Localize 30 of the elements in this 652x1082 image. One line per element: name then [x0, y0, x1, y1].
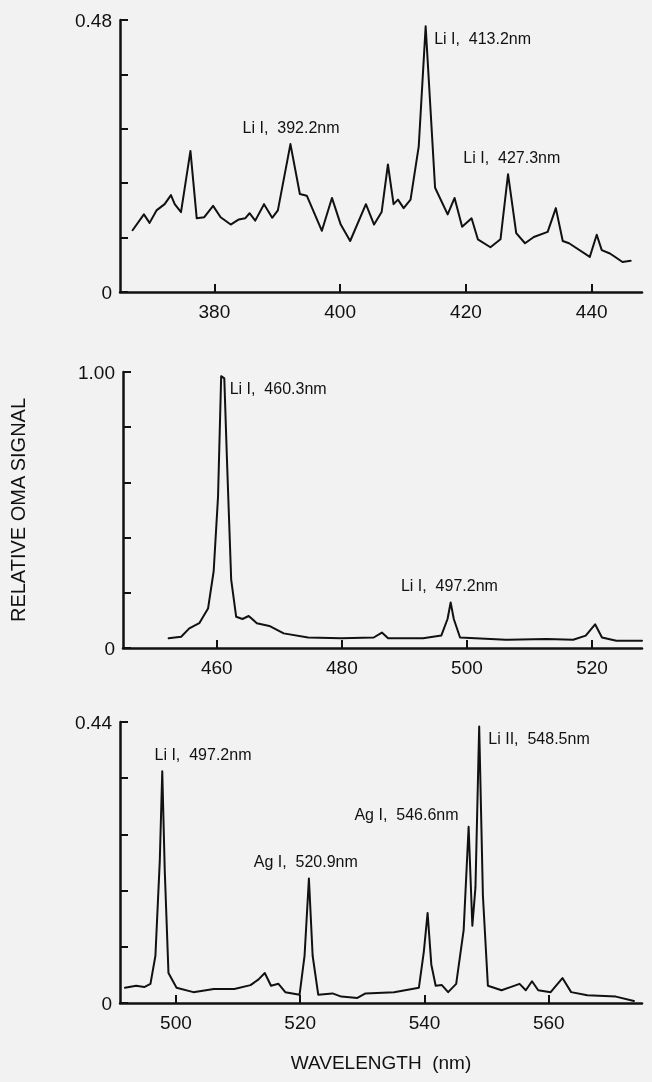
- y-tick-label: 0: [104, 637, 115, 659]
- y-tick-label: 1.00: [78, 361, 115, 383]
- x-tick-label: 560: [532, 1012, 565, 1033]
- x-tick-label: 480: [326, 657, 358, 678]
- y-axis-title: RELATIVE OMA SIGNAL: [7, 397, 29, 623]
- annotation: Li I, 497.2nm: [400, 576, 498, 594]
- y-tick-label: 0.44: [75, 711, 113, 733]
- x-tick-label: 440: [575, 301, 608, 322]
- y-tick-label: 0.48: [75, 9, 112, 31]
- annotation: Ag I, 546.6nm: [354, 806, 459, 824]
- annotation: Li I, 460.3nm: [229, 379, 327, 397]
- annotation: Li I, 497.2nm: [154, 745, 252, 763]
- x-tick-label: 500: [451, 657, 483, 678]
- annotation: Ag I, 520.9nm: [253, 852, 358, 870]
- x-tick-label: 540: [408, 1012, 441, 1033]
- x-axis-title: WAVELENGTH (nm): [290, 1052, 472, 1073]
- x-tick-label: 520: [284, 1012, 317, 1033]
- annotation: Li I, 413.2nm: [434, 29, 532, 47]
- y-tick-label: 0: [101, 992, 112, 1014]
- x-tick-label: 380: [198, 301, 231, 322]
- y-tick-label: 0: [101, 281, 112, 303]
- x-tick-label: 520: [576, 657, 608, 678]
- x-tick-label: 500: [160, 1012, 192, 1033]
- x-tick-label: 460: [200, 657, 233, 678]
- annotation: Li I, 427.3nm: [463, 148, 561, 166]
- annotation: Li I, 392.2nm: [242, 118, 340, 136]
- x-tick-label: 420: [450, 301, 482, 322]
- x-tick-label: 400: [324, 301, 356, 322]
- annotation: Li II, 548.5nm: [488, 729, 590, 747]
- line-series: [131, 25, 632, 263]
